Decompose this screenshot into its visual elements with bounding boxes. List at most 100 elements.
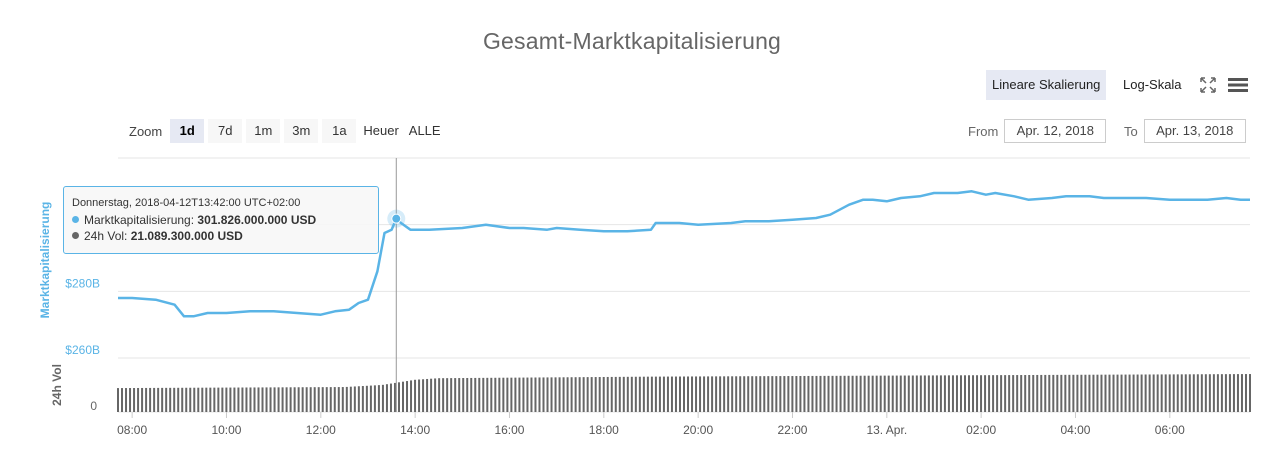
volume-bar (530, 377, 533, 412)
x-tick-label: 16:00 (494, 423, 524, 437)
volume-bar (369, 385, 372, 412)
zoom-7d-button[interactable]: 7d (208, 119, 243, 143)
volume-bar (811, 375, 814, 412)
volume-bar (410, 380, 413, 412)
volume-bar (526, 377, 529, 412)
tooltip-volume: 24h Vol: 21.089.300.000 USD (72, 228, 370, 244)
range-from: From (968, 119, 1107, 143)
tooltip-market-cap-label: Marktkapitalisierung: (84, 213, 198, 227)
volume-bar (1180, 374, 1183, 412)
hover-tooltip: Donnerstag, 2018-04-12T13:42:00 UTC+02:0… (63, 186, 379, 254)
volume-bar (478, 377, 481, 412)
zoom-1d-button[interactable]: 1d (170, 119, 205, 143)
volume-bar (1140, 374, 1143, 412)
zoom-1a-button[interactable]: 1a (322, 119, 357, 143)
linear-scale-button[interactable]: Lineare Skalierung (986, 70, 1107, 100)
volume-bar (313, 387, 316, 412)
volume-bar (815, 375, 818, 412)
volume-bar (434, 378, 437, 412)
volume-bar (1228, 374, 1231, 412)
volume-bar (1012, 375, 1015, 412)
x-tick-label: 14:00 (400, 423, 430, 437)
x-tick-label: 04:00 (1060, 423, 1090, 437)
volume-bar (570, 377, 573, 412)
volume-bar (1020, 375, 1023, 412)
volume-bar (823, 375, 826, 412)
volume-bar (642, 376, 645, 412)
volume-bar (1240, 374, 1243, 412)
volume-bar (1216, 374, 1219, 412)
log-scale-button[interactable]: Log-Skala (1123, 77, 1182, 92)
zoom-alle-button[interactable]: ALLE (408, 123, 441, 138)
volume-bar (538, 377, 541, 412)
volume-bar (1208, 374, 1211, 412)
volume-bar (273, 387, 276, 412)
volume-bar (1092, 374, 1095, 412)
volume-bar (1024, 375, 1027, 412)
volume-bar (855, 375, 858, 412)
volume-bar (261, 387, 264, 412)
volume-bar (1249, 374, 1251, 412)
volume-bar (871, 375, 874, 412)
volume-bar (558, 377, 561, 412)
volume-bar (863, 375, 866, 412)
volume-bar (1108, 374, 1111, 412)
volume-bar (988, 375, 991, 412)
volume-bar (662, 376, 665, 412)
volume-bar (446, 378, 449, 412)
volume-bar (771, 376, 774, 412)
volume-bars (117, 374, 1251, 412)
volume-bar (630, 376, 633, 412)
volume-bar (1036, 374, 1039, 412)
volume-bar (731, 376, 734, 412)
volume-bar (189, 387, 192, 412)
volume-bar (1176, 374, 1179, 412)
volume-bar (976, 375, 979, 412)
volume-bar (253, 387, 256, 412)
volume-bar (121, 388, 124, 412)
volume-bar (955, 375, 958, 412)
volume-bar (554, 377, 557, 412)
expand-icon[interactable] (1200, 77, 1216, 93)
volume-bar (173, 387, 176, 412)
volume-bar (197, 387, 200, 412)
volume-bar (454, 378, 457, 412)
volume-bar (141, 387, 144, 412)
tooltip-volume-value: 21.089.300.000 USD (130, 229, 243, 243)
volume-bar (426, 378, 429, 412)
volume-bar (775, 376, 778, 412)
from-date-input[interactable] (1004, 119, 1107, 143)
volume-bar (1144, 374, 1147, 412)
volume-bar (518, 377, 521, 412)
volume-bar (984, 375, 987, 412)
hamburger-menu-icon[interactable] (1228, 77, 1248, 93)
volume-bar (1076, 374, 1079, 412)
volume-bar (245, 387, 248, 412)
volume-bar (117, 388, 119, 412)
to-date-input[interactable] (1143, 119, 1246, 143)
zoom-heuer-button[interactable]: Heuer (363, 123, 399, 138)
volume-bar (542, 377, 545, 412)
volume-bar (743, 376, 746, 412)
volume-bar (225, 387, 228, 412)
volume-bar (377, 385, 380, 412)
volume-bar (1064, 374, 1067, 412)
volume-bar (911, 375, 914, 412)
volume-bar (422, 379, 425, 412)
x-tick-label: 22:00 (777, 423, 807, 437)
volume-bar (277, 387, 280, 412)
zoom-3m-button[interactable]: 3m (284, 119, 319, 143)
volume-bar (602, 376, 605, 412)
volume-bar (626, 376, 629, 412)
axes: $260B $280B 0 08:00 10:00 12:00 14:00 16:00 18:0… (65, 276, 1185, 437)
volume-bar (907, 375, 910, 412)
volume-bar (133, 388, 136, 412)
volume-bar (835, 375, 838, 412)
volume-bar (707, 376, 710, 412)
volume-bar (759, 376, 762, 412)
zoom-1m-button[interactable]: 1m (246, 119, 281, 143)
y-axis-label-volume: 24h Vol (50, 364, 64, 406)
volume-bar (666, 376, 669, 412)
volume-bar (1156, 374, 1159, 412)
